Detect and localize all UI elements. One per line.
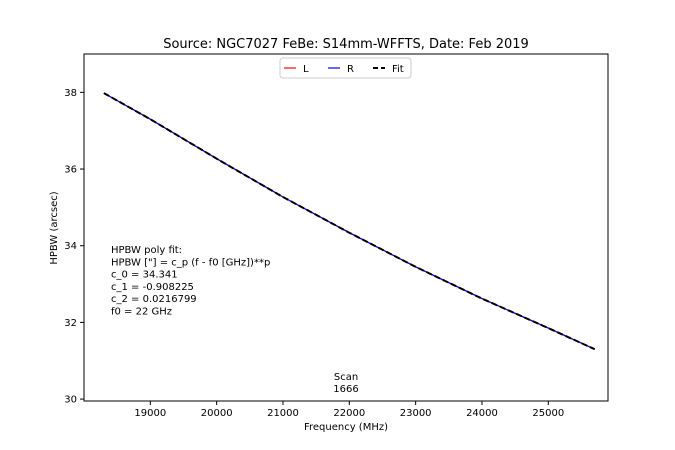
y-tick-label: 36 [64,165,77,176]
x-tick-label: 19000 [134,408,166,419]
y-tick-label: 38 [64,88,77,99]
x-tick-label: 21000 [267,408,299,419]
x-tick-label: 22000 [333,408,365,419]
fit-annotation-line: HPBW poly fit: [111,245,182,256]
scan-annotation-line: 1666 [333,384,358,395]
fit-annotation-line: c_1 = -0.908225 [111,282,194,293]
x-axis: 19000 20000 21000 22000 23000 24000 25000 [134,401,564,419]
fit-annotation-line: HPBW ["] = c_p (f - f0 [GHz])**p [111,257,270,268]
fit-annotation-line: c_2 = 0.0216799 [111,294,197,305]
x-tick-label: 20000 [201,408,233,419]
y-tick-label: 34 [64,241,77,252]
scan-annotation-line: Scan [334,372,358,383]
x-tick-label: 25000 [532,408,564,419]
fit-annotation: HPBW poly fit:HPBW ["] = c_p (f - f0 [GH… [111,245,270,318]
legend-label-l: L [303,64,309,75]
plot-area [84,54,608,401]
legend: L R Fit [279,57,412,79]
y-tick-label: 30 [64,395,77,406]
y-axis-label: HPBW (arcsec) [49,191,60,264]
fit-annotation-line: c_0 = 34.341 [111,270,178,281]
y-axis: 30 32 34 36 38 [64,88,84,406]
legend-label-r: R [347,64,354,75]
x-axis-label: Frequency (MHz) [304,422,388,433]
plot-frame [83,53,609,402]
series-layer [103,92,596,351]
legend-label-fit: Fit [392,64,404,75]
y-tick-label: 32 [64,318,77,329]
chart-title: Source: NGC7027 FeBe: S14mm-WFFTS, Date:… [163,37,529,52]
x-tick-label: 24000 [466,408,498,419]
fit-annotation-line: f0 = 22 GHz [111,307,172,318]
legend-box [279,57,412,79]
x-tick-label: 23000 [400,408,432,419]
series-line-fit [103,92,596,351]
